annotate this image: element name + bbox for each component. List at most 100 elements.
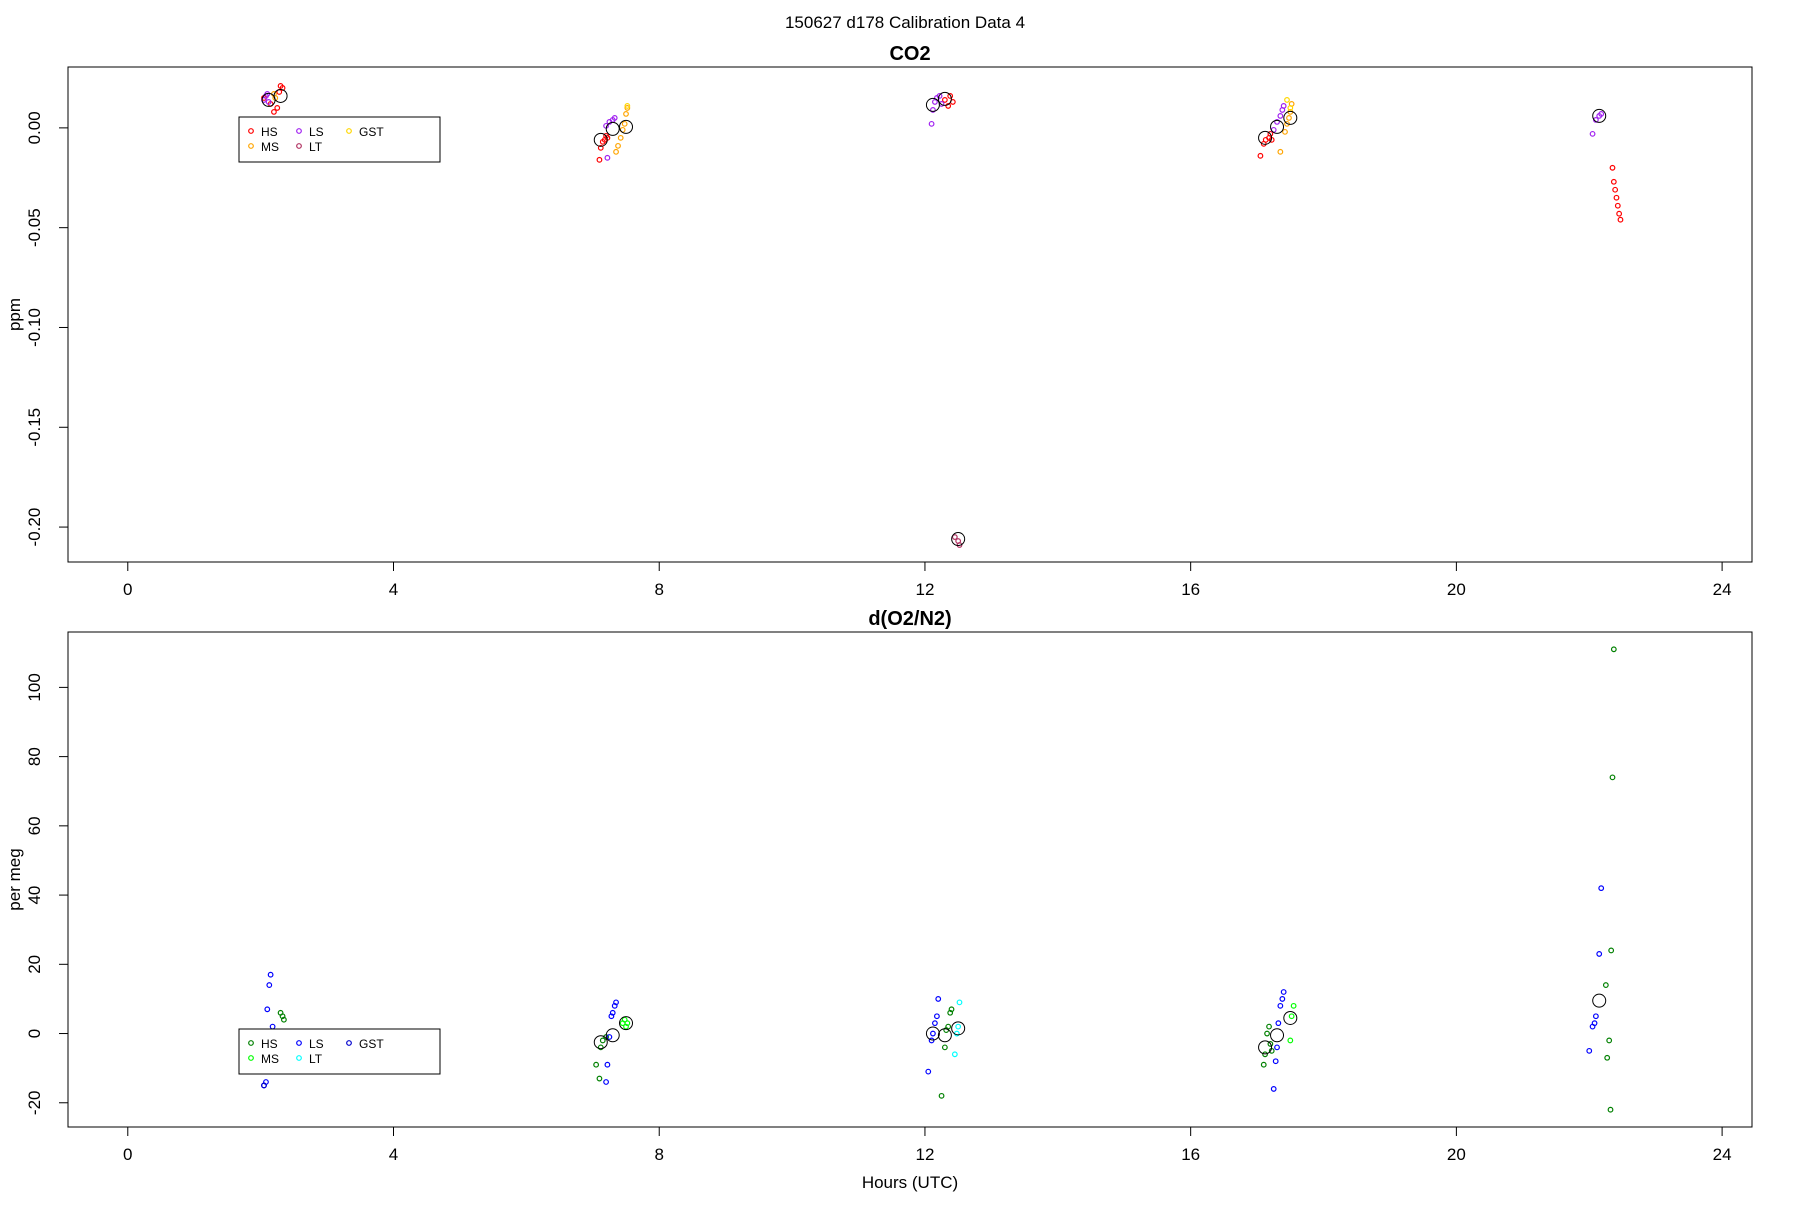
- x-tick-label: 4: [389, 580, 398, 599]
- data-point: [930, 1030, 936, 1037]
- x-tick-label: 20: [1447, 580, 1466, 599]
- x-tick-label: 8: [654, 580, 663, 599]
- legend-entry-gst: GST: [346, 125, 384, 139]
- data-point: [1284, 97, 1290, 103]
- mean-marker: [1283, 1010, 1298, 1025]
- data-point: [1604, 1054, 1611, 1061]
- data-point: [1612, 186, 1619, 193]
- legend-marker: [296, 143, 302, 149]
- legend-marker: [296, 1055, 302, 1061]
- x-tick-label: 16: [1181, 580, 1200, 599]
- x-tick-label: 4: [389, 1145, 398, 1164]
- data-point: [1598, 111, 1605, 117]
- data-point: [611, 1002, 618, 1009]
- data-point: [1267, 1041, 1274, 1047]
- y-axis-label: per meg: [5, 848, 24, 910]
- data-point: [597, 144, 604, 151]
- x-tick-label: 16: [1181, 1145, 1200, 1164]
- data-point: [1274, 118, 1280, 125]
- legend-entry-lt: LT: [296, 140, 323, 154]
- data-point: [1610, 178, 1617, 185]
- plots-group: CO2 0 4 8 12 16 20 24 0.00 -0.05 -0.10 -0.15 -0.20 pp…: [5, 43, 1753, 1192]
- y-axis: -20 0 20 40 60 80 100: [25, 673, 69, 1115]
- data-point: [1609, 774, 1616, 781]
- data-point: [606, 1034, 613, 1040]
- mean-marker: [619, 119, 634, 134]
- legend-marker: [296, 1040, 302, 1046]
- data-point: [617, 134, 624, 141]
- data-point: [1264, 1030, 1270, 1037]
- legend-entry-ls: LS: [296, 125, 324, 139]
- data-point: [1286, 114, 1292, 121]
- data-point: [951, 534, 958, 540]
- data-point: [1272, 1058, 1279, 1065]
- x-tick-label: 8: [654, 1145, 663, 1164]
- legend-label: LS: [309, 125, 324, 139]
- data-point: [948, 1006, 955, 1013]
- legend-label: GST: [359, 1037, 384, 1051]
- data-point: [1288, 1013, 1295, 1020]
- chart-title: d(O2/N2): [868, 608, 951, 630]
- mean-marker: [1592, 993, 1607, 1008]
- mean-marker: [1258, 1040, 1273, 1055]
- data-point: [941, 1044, 948, 1051]
- data-point: [1279, 996, 1286, 1002]
- data-point: [1282, 128, 1288, 135]
- x-axis-label: Hours (UTC): [862, 1173, 958, 1192]
- series-gst: [624, 97, 1294, 111]
- legend-marker: [248, 128, 254, 134]
- legend-label: GST: [359, 125, 384, 139]
- y-tick-label: 20: [25, 955, 44, 974]
- legend-marker: [346, 128, 352, 134]
- legend-entry-lt: LT: [296, 1052, 323, 1066]
- data-point: [596, 1075, 603, 1082]
- figure-title: 150627 d178 Calibration Data 4: [785, 13, 1025, 32]
- data-point: [624, 1020, 631, 1027]
- mean-marker: [605, 121, 620, 136]
- data-point: [1280, 989, 1287, 995]
- data-point: [623, 111, 629, 117]
- data-point: [956, 999, 963, 1006]
- data-point: [280, 1016, 287, 1023]
- legend-marker: [296, 128, 302, 134]
- data-point: [1262, 1051, 1268, 1058]
- series-lt: [951, 999, 963, 1058]
- data-point: [623, 1023, 629, 1030]
- data-point: [947, 93, 954, 99]
- mean-markers: [273, 993, 1607, 1055]
- y-axis: 0.00 -0.05 -0.10 -0.15 -0.20: [25, 111, 69, 546]
- data-point: [1596, 951, 1603, 957]
- data-point: [941, 97, 948, 103]
- legend-entry-ms: MS: [248, 1052, 279, 1066]
- y-tick-label: 0: [25, 1029, 44, 1038]
- legend-entry-gst: GST: [346, 1037, 384, 1051]
- data-point: [1602, 982, 1609, 988]
- data-point: [1257, 152, 1264, 159]
- data-point: [1589, 130, 1596, 137]
- data-point: [615, 142, 621, 149]
- data-point: [265, 99, 272, 105]
- y-tick-label: 0.00: [25, 111, 44, 144]
- data-point: [261, 1082, 267, 1089]
- legend-marker: [248, 1040, 254, 1046]
- y-tick-label: 40: [25, 886, 44, 905]
- mean-marker: [951, 532, 966, 547]
- legend-label: MS: [261, 140, 279, 154]
- data-point: [1277, 113, 1284, 119]
- data-point: [945, 1023, 952, 1030]
- data-point: [604, 154, 611, 161]
- data-point: [1606, 1037, 1613, 1044]
- data-point: [1260, 1061, 1267, 1068]
- data-point: [621, 1016, 628, 1023]
- mean-marker: [925, 97, 940, 112]
- legend-label: HS: [261, 125, 278, 139]
- data-point: [269, 1023, 276, 1030]
- data-point: [1609, 164, 1616, 171]
- x-tick-label: 24: [1713, 1145, 1732, 1164]
- data-point: [613, 999, 619, 1006]
- mean-marker: [925, 1026, 940, 1041]
- data-point: [1592, 1013, 1599, 1020]
